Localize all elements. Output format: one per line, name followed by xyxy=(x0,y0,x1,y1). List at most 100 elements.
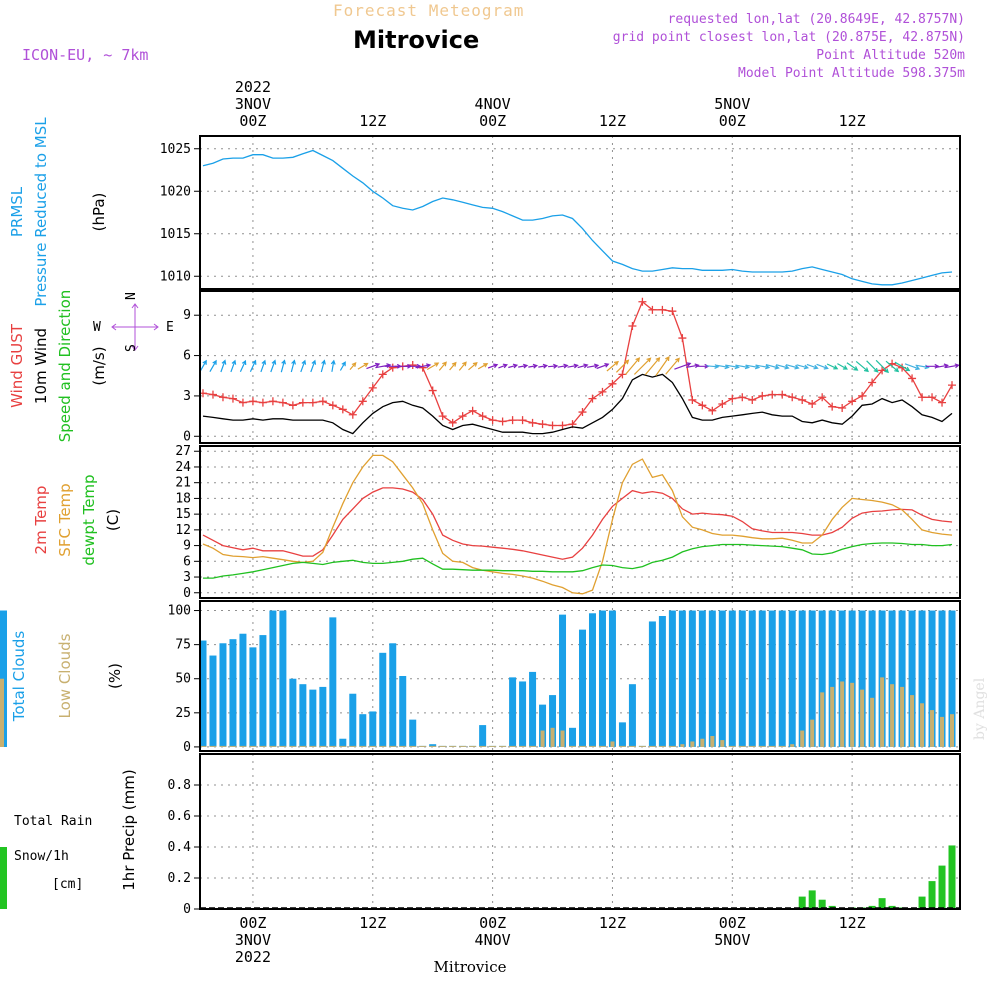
data-bar xyxy=(808,610,816,747)
wind-arrow xyxy=(220,359,227,373)
wind-arrow xyxy=(270,359,277,373)
wind-arrow xyxy=(260,359,267,373)
data-bar xyxy=(788,610,796,747)
data-bar xyxy=(608,610,616,747)
wind-arrow xyxy=(866,360,879,373)
panel-frame xyxy=(199,445,961,599)
wind-arrow xyxy=(596,363,610,370)
data-bar xyxy=(529,745,537,747)
data-bar xyxy=(768,745,776,747)
data-bar xyxy=(698,610,706,747)
y-tick-label: 12 xyxy=(175,523,191,538)
wind-arrow xyxy=(330,359,336,372)
gust-marker xyxy=(208,390,217,399)
panel-label: 10m Wind xyxy=(32,328,50,404)
wind-arrow xyxy=(557,363,569,369)
gust-marker xyxy=(578,408,587,417)
gust-marker xyxy=(338,405,347,414)
panel-label: PRMSL xyxy=(8,186,26,237)
gust-marker xyxy=(498,417,507,426)
gust-marker xyxy=(798,395,807,404)
data-bar xyxy=(559,614,567,747)
wind-arrow xyxy=(894,361,911,372)
wind-arrow xyxy=(426,362,440,371)
time-label-bottom: 2022 xyxy=(235,948,271,966)
time-label-top: 4NOV xyxy=(475,95,511,113)
gust-marker xyxy=(308,398,317,407)
wind-arrow xyxy=(357,362,369,370)
panel-label: Low Clouds xyxy=(56,633,74,718)
marks-layer xyxy=(0,151,960,909)
time-label-bottom: 4NOV xyxy=(475,931,511,949)
data-bar xyxy=(449,745,457,747)
wind-arrow xyxy=(415,363,432,369)
data-bar xyxy=(379,745,387,747)
data-bar xyxy=(369,711,377,747)
gust-marker xyxy=(538,420,547,429)
time-label-top: 12Z xyxy=(839,112,866,130)
gust-marker xyxy=(768,390,777,399)
gust-marker xyxy=(608,379,617,388)
data-bar xyxy=(299,745,307,747)
data-bar xyxy=(628,745,636,747)
data-bar xyxy=(259,635,267,747)
point-altitude: Point Altitude 520m xyxy=(816,48,965,63)
data-bar xyxy=(870,697,875,747)
y-tick-label: 3 xyxy=(183,570,191,585)
data-bar xyxy=(798,610,806,747)
data-bar xyxy=(858,610,866,747)
data-bar xyxy=(920,703,925,747)
data-bar xyxy=(359,745,367,747)
data-bar xyxy=(928,610,936,747)
gust-marker xyxy=(458,412,467,421)
panel-label: Pressure Reduced to MSL xyxy=(32,117,50,307)
gust-marker xyxy=(388,363,397,372)
wind-arrow xyxy=(945,363,960,369)
wind-arrow xyxy=(239,359,247,372)
data-bar xyxy=(860,689,865,747)
gust-marker xyxy=(818,393,827,402)
gust-marker xyxy=(848,397,857,406)
gust-marker xyxy=(248,397,257,406)
data-bar xyxy=(938,865,946,909)
data-bar xyxy=(339,745,347,747)
data-bar xyxy=(249,745,257,747)
time-label-bottom: 12Z xyxy=(599,914,626,932)
gust-marker xyxy=(378,370,387,379)
wind-arrow xyxy=(518,363,529,369)
gust-marker xyxy=(298,398,307,407)
gust-marker xyxy=(408,360,417,369)
y-tick-label: 1020 xyxy=(160,184,191,199)
panel-label: SFC Temp xyxy=(56,483,74,556)
gust-marker xyxy=(328,401,337,410)
y-tick-label: 6 xyxy=(183,554,191,569)
time-label-bottom: 12Z xyxy=(839,914,866,932)
data-bar xyxy=(818,610,826,747)
footer-location: Mitrovice xyxy=(434,958,507,976)
panel-label: Wind GUST xyxy=(8,323,26,408)
time-label-top: 00Z xyxy=(479,112,506,130)
gust-marker xyxy=(508,416,517,425)
gust-marker xyxy=(778,390,787,399)
data-bar xyxy=(658,745,666,747)
wind-arrow xyxy=(644,356,661,376)
data-bar xyxy=(539,704,547,747)
wind-arrow xyxy=(477,363,489,370)
y-tick-label: 27 xyxy=(175,444,191,459)
wind-arrow xyxy=(290,359,296,373)
data-bar xyxy=(349,693,357,747)
gust-marker xyxy=(288,401,297,410)
data-bar xyxy=(838,610,846,747)
data-bar xyxy=(339,738,347,747)
gust-marker xyxy=(628,321,637,330)
gust-marker xyxy=(318,397,327,406)
wind-arrow xyxy=(320,359,326,373)
data-bar xyxy=(668,610,676,747)
data-bar xyxy=(680,744,685,747)
gust-marker xyxy=(588,394,597,403)
time-label-top: 12Z xyxy=(359,112,386,130)
data-bar xyxy=(469,745,477,747)
data-bar xyxy=(688,610,696,747)
data-bar xyxy=(359,714,367,747)
